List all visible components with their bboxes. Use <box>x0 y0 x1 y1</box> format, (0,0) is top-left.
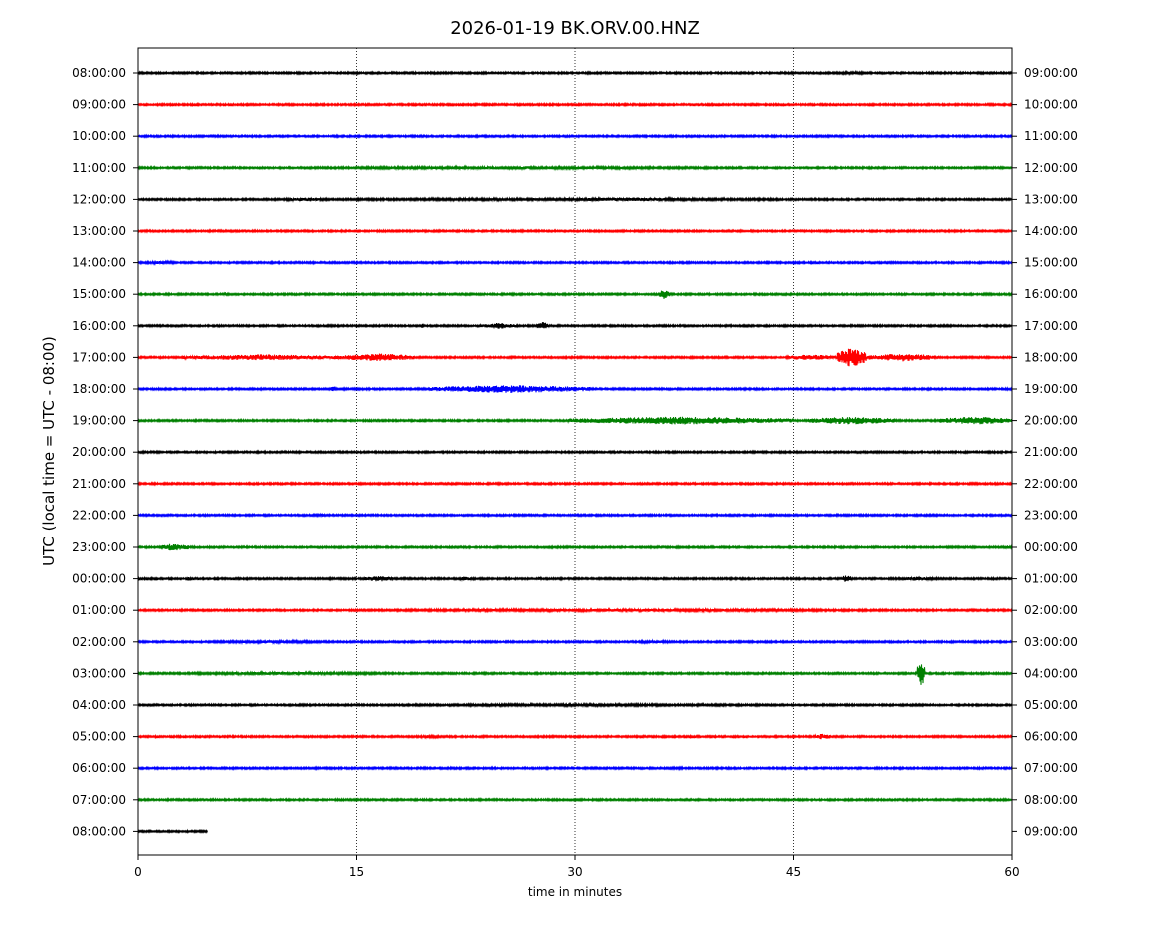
seismic-traces <box>137 69 1013 835</box>
x-tick-label-0: 0 <box>134 865 142 879</box>
y-tick-label-right: 20:00:00 <box>1024 414 1078 428</box>
y-tick-label-left: 20:00:00 <box>72 445 126 459</box>
x-tick-label-45: 45 <box>786 865 801 879</box>
y-tick-label-right: 05:00:00 <box>1024 698 1078 712</box>
trace-row-3 <box>137 164 1013 172</box>
y-tick-label-left: 11:00:00 <box>72 161 126 175</box>
y-tick-label-left: 12:00:00 <box>72 192 126 206</box>
x-axis: 0 15 30 45 60 <box>134 855 1020 879</box>
x-tick-label-30: 30 <box>567 865 582 879</box>
y-tick-label-left: 05:00:00 <box>72 730 126 744</box>
y-tick-label-right: 09:00:00 <box>1024 66 1078 80</box>
y-tick-label-right: 14:00:00 <box>1024 224 1078 238</box>
x-tick-label-15: 15 <box>349 865 364 879</box>
y-tick-label-left: 21:00:00 <box>72 477 126 491</box>
y-tick-label-left: 08:00:00 <box>72 824 126 838</box>
trace-row-15 <box>137 543 1013 551</box>
y-tick-label-left: 07:00:00 <box>72 793 126 807</box>
trace-row-0 <box>137 69 1013 77</box>
trace-row-20 <box>137 701 1013 709</box>
y-tick-label-right: 16:00:00 <box>1024 287 1078 301</box>
y-tick-label-left: 10:00:00 <box>72 129 126 143</box>
trace-row-12 <box>137 449 1013 456</box>
trace-row-5 <box>137 228 1013 234</box>
y-tick-label-left: 04:00:00 <box>72 698 126 712</box>
trace-row-10 <box>137 385 1013 394</box>
y-tick-label-left: 03:00:00 <box>72 666 126 680</box>
chart-title: 2026-01-19 BK.ORV.00.HNZ <box>450 18 700 39</box>
trace-row-1 <box>137 101 1013 108</box>
y-tick-label-right: 04:00:00 <box>1024 666 1078 680</box>
y-axis-title: UTC (local time = UTC - 08:00) <box>40 336 58 566</box>
y-tick-label-left: 14:00:00 <box>72 256 126 270</box>
y-tick-label-right: 08:00:00 <box>1024 793 1078 807</box>
trace-row-11 <box>137 416 1013 425</box>
y-axis-left-labels: 08:00:00 09:00:00 10:00:00 11:00:00 12:00:00… <box>72 66 138 838</box>
trace-row-21 <box>137 733 1013 740</box>
y-axis-right-labels: 09:00:00 10:00:00 11:00:00 12:00:00 13:00:00… <box>1012 66 1078 838</box>
trace-row-8 <box>137 322 1013 329</box>
grid-lines <box>356 48 794 855</box>
trace-row-24 <box>137 828 209 835</box>
trace-row-19 <box>137 664 1013 685</box>
y-tick-label-right: 13:00:00 <box>1024 192 1078 206</box>
y-tick-label-left: 16:00:00 <box>72 319 126 333</box>
y-tick-label-right: 18:00:00 <box>1024 350 1078 364</box>
y-tick-label-left: 01:00:00 <box>72 603 126 617</box>
y-tick-label-right: 22:00:00 <box>1024 477 1078 491</box>
y-tick-label-right: 23:00:00 <box>1024 508 1078 522</box>
plot-frame <box>137 47 1013 856</box>
y-tick-label-right: 15:00:00 <box>1024 256 1078 270</box>
y-tick-label-right: 00:00:00 <box>1024 540 1078 554</box>
y-tick-label-right: 01:00:00 <box>1024 572 1078 586</box>
x-tick-label-60: 60 <box>1004 865 1019 879</box>
y-tick-label-left: 19:00:00 <box>72 414 126 428</box>
x-axis-title: time in minutes <box>528 885 622 899</box>
y-tick-label-left: 02:00:00 <box>72 635 126 649</box>
y-tick-label-left: 00:00:00 <box>72 572 126 586</box>
y-tick-label-right: 09:00:00 <box>1024 824 1078 838</box>
y-tick-label-left: 06:00:00 <box>72 761 126 775</box>
y-tick-label-left: 13:00:00 <box>72 224 126 238</box>
y-tick-label-right: 21:00:00 <box>1024 445 1078 459</box>
y-tick-label-right: 02:00:00 <box>1024 603 1078 617</box>
y-tick-label-right: 12:00:00 <box>1024 161 1078 175</box>
trace-row-6 <box>137 259 1013 266</box>
trace-row-22 <box>137 765 1013 772</box>
y-tick-label-right: 07:00:00 <box>1024 761 1078 775</box>
y-tick-label-right: 19:00:00 <box>1024 382 1078 396</box>
y-tick-label-left: 17:00:00 <box>72 350 126 364</box>
y-tick-label-left: 08:00:00 <box>72 66 126 80</box>
y-tick-label-right: 17:00:00 <box>1024 319 1078 333</box>
y-tick-label-left: 15:00:00 <box>72 287 126 301</box>
y-tick-label-left: 09:00:00 <box>72 98 126 112</box>
trace-row-18 <box>137 638 1013 646</box>
y-tick-label-right: 06:00:00 <box>1024 730 1078 744</box>
trace-row-2 <box>137 133 1013 140</box>
trace-row-7 <box>137 290 1013 299</box>
y-tick-label-left: 22:00:00 <box>72 508 126 522</box>
y-tick-label-right: 11:00:00 <box>1024 129 1078 143</box>
trace-row-9 <box>137 348 1013 367</box>
y-tick-label-right: 03:00:00 <box>1024 635 1078 649</box>
trace-row-23 <box>137 796 1013 803</box>
y-tick-label-right: 10:00:00 <box>1024 98 1078 112</box>
y-tick-label-left: 23:00:00 <box>72 540 126 554</box>
trace-row-17 <box>137 606 1013 614</box>
trace-row-4 <box>137 195 1013 203</box>
trace-row-16 <box>137 575 1013 582</box>
trace-row-14 <box>137 512 1013 519</box>
y-tick-label-left: 18:00:00 <box>72 382 126 396</box>
trace-row-13 <box>137 480 1013 487</box>
